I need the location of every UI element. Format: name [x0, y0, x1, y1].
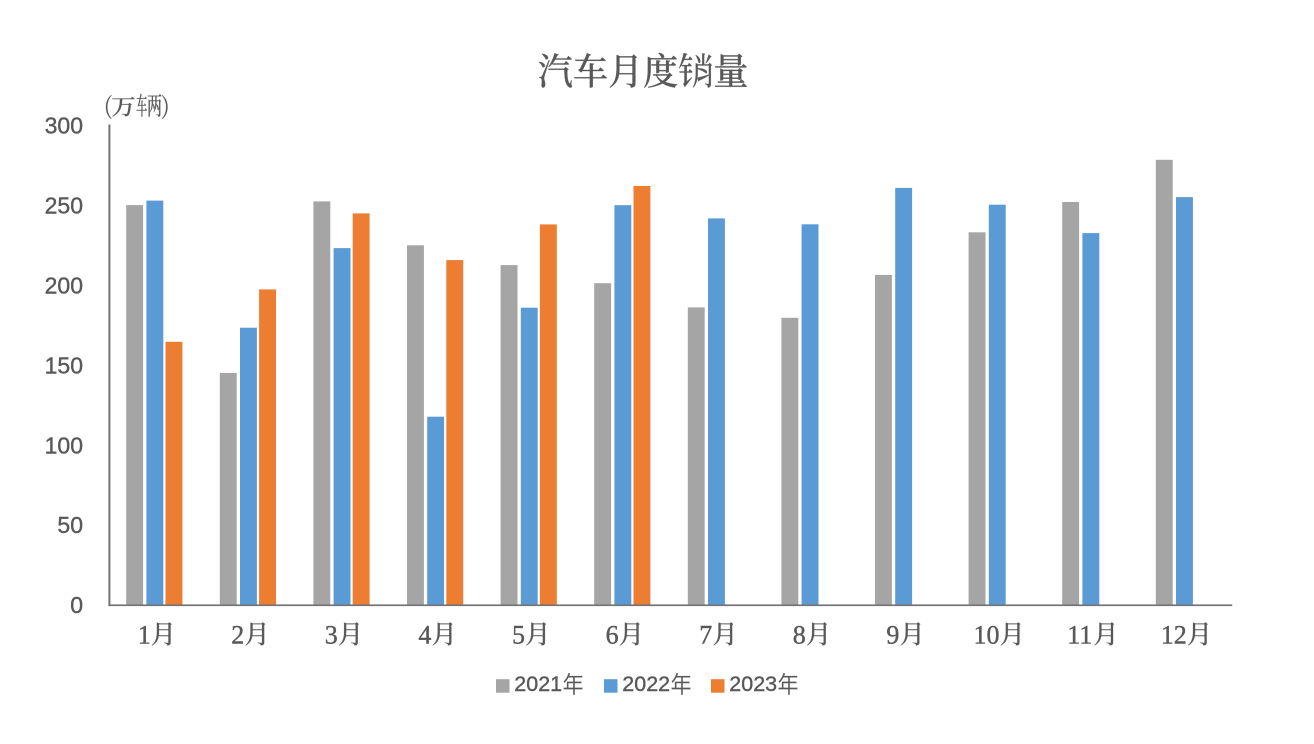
svg-text:8: 8: [793, 620, 806, 649]
svg-text:2021: 2021: [514, 672, 562, 696]
svg-text:12: 12: [1161, 620, 1187, 649]
svg-text:5: 5: [512, 620, 525, 649]
svg-text:11: 11: [1067, 620, 1092, 649]
svg-text:300: 300: [45, 113, 83, 139]
svg-text:2022: 2022: [622, 672, 670, 696]
svg-text:250: 250: [45, 192, 83, 218]
svg-text:50: 50: [57, 512, 83, 538]
svg-text:3: 3: [325, 620, 338, 649]
svg-text:7: 7: [699, 620, 712, 649]
svg-text:2: 2: [231, 620, 244, 649]
svg-text:6: 6: [606, 620, 619, 649]
svg-text:4: 4: [418, 620, 431, 649]
svg-text:100: 100: [45, 432, 83, 458]
svg-text:150: 150: [45, 352, 83, 378]
svg-text:1: 1: [138, 620, 151, 649]
svg-text:9: 9: [886, 620, 899, 649]
svg-text:2023: 2023: [729, 672, 777, 696]
svg-text:10: 10: [974, 620, 1000, 649]
svg-text:200: 200: [45, 272, 83, 298]
svg-text:0: 0: [70, 592, 83, 618]
